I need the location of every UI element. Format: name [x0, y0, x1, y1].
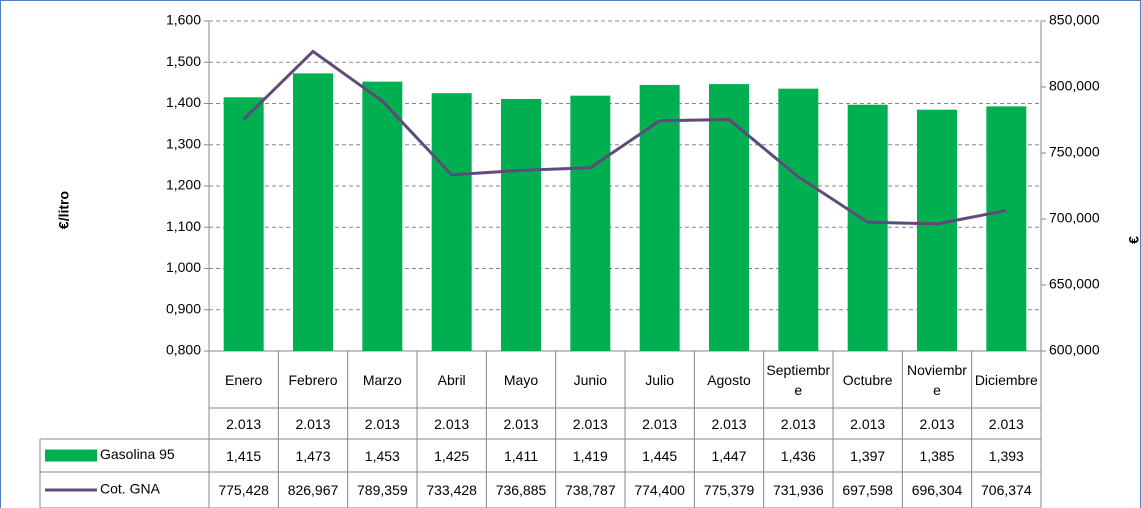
x-tick-label: Marzo — [362, 371, 402, 388]
y2-tick-label: 850,000 — [1049, 12, 1100, 28]
x-tick-label: Noviembre — [907, 361, 967, 398]
bar — [986, 106, 1027, 351]
bar — [917, 109, 957, 351]
data-label: 826,967 — [287, 482, 339, 498]
y-tick-label: 0,900 — [166, 300, 201, 316]
x-tick-label: 2.013 — [226, 415, 262, 432]
x-tick-label: 2.013 — [988, 415, 1024, 432]
data-label: 1,436 — [780, 447, 816, 464]
y-tick-label: 1,100 — [166, 218, 201, 234]
bar — [431, 93, 472, 351]
bar — [847, 104, 888, 351]
y-tick-label: 1,300 — [166, 135, 201, 151]
x-tick-label: 2.013 — [364, 415, 400, 432]
data-label: 697,598 — [842, 482, 893, 498]
bar — [778, 88, 819, 352]
x-tick-label: 2.013 — [919, 415, 955, 432]
x-tick-label: Agosto — [707, 371, 751, 388]
legend-swatch — [45, 449, 97, 462]
data-label: 1,397 — [850, 447, 886, 464]
x-tick-label: 2.013 — [572, 415, 608, 432]
x-tick-label: 2.013 — [434, 415, 470, 432]
y2-tick-label: 750,000 — [1049, 144, 1100, 160]
data-label: 731,936 — [773, 482, 824, 498]
x-tick-label: Septiembre — [766, 361, 831, 398]
data-label: 1,415 — [226, 447, 262, 464]
bar — [639, 84, 680, 351]
y-tick-label: 1,600 — [166, 12, 201, 28]
legend-label: Cot. GNA — [100, 481, 161, 497]
x-tick-label: Julio — [645, 371, 675, 388]
x-tick-label: 2.013 — [295, 415, 331, 432]
x-tick-label: 2.013 — [642, 415, 678, 432]
data-label: 775,379 — [703, 482, 755, 498]
data-label: 1,425 — [434, 447, 470, 464]
legend-label: Gasolina 95 — [100, 446, 175, 462]
data-label: 1,393 — [988, 447, 1024, 464]
data-label: 1,419 — [572, 447, 608, 464]
x-tick-label: Diciembre — [974, 371, 1038, 388]
data-label: 733,428 — [426, 482, 477, 498]
y-tick-label: 1,000 — [166, 259, 201, 275]
y2-tick-label: 600,000 — [1049, 342, 1100, 358]
data-label: 706,374 — [981, 482, 1032, 498]
bar — [501, 98, 541, 352]
y-tick-label: 1,400 — [166, 94, 201, 110]
data-label: 736,885 — [495, 482, 547, 498]
y-tick-label: 0,800 — [166, 342, 201, 358]
y2-axis-label: € — [1126, 236, 1141, 244]
bar — [362, 81, 403, 351]
x-tick-label: Junio — [573, 371, 608, 388]
x-tick-label: Octubre — [842, 371, 893, 388]
data-label: 774,400 — [634, 482, 685, 498]
data-label: 1,385 — [919, 447, 955, 464]
bar — [570, 95, 611, 351]
y2-tick-label: 650,000 — [1049, 276, 1100, 292]
line — [242, 49, 1007, 226]
data-label: 1,453 — [364, 447, 400, 464]
data-label: 1,447 — [711, 447, 747, 464]
y2-tick-label: 700,000 — [1049, 210, 1100, 226]
x-tick-label: 2.013 — [711, 415, 747, 432]
bar — [709, 84, 749, 352]
x-tick-label: 2.013 — [850, 415, 886, 432]
x-tick-label: Enero — [224, 371, 263, 388]
x-tick-label: Febrero — [288, 371, 338, 388]
data-label: 1,411 — [503, 447, 538, 464]
data-label: 696,304 — [911, 482, 963, 498]
x-tick-label: Abril — [437, 371, 466, 388]
y-tick-label: 1,200 — [166, 177, 201, 193]
x-tick-label: 2.013 — [780, 415, 816, 432]
data-label: 1,473 — [295, 447, 331, 464]
bar — [223, 97, 264, 351]
y-axis-label: €/litro — [56, 191, 72, 229]
data-label: 789,359 — [357, 482, 408, 498]
y2-tick-label: 800,000 — [1049, 78, 1100, 94]
bar — [293, 73, 333, 351]
x-tick-label: 2.013 — [503, 415, 539, 432]
y-tick-label: 1,500 — [166, 53, 201, 69]
data-label: 738,787 — [565, 482, 616, 498]
data-label: 1,445 — [642, 447, 678, 464]
data-label: 775,428 — [218, 482, 269, 498]
x-tick-label: Mayo — [503, 371, 539, 388]
